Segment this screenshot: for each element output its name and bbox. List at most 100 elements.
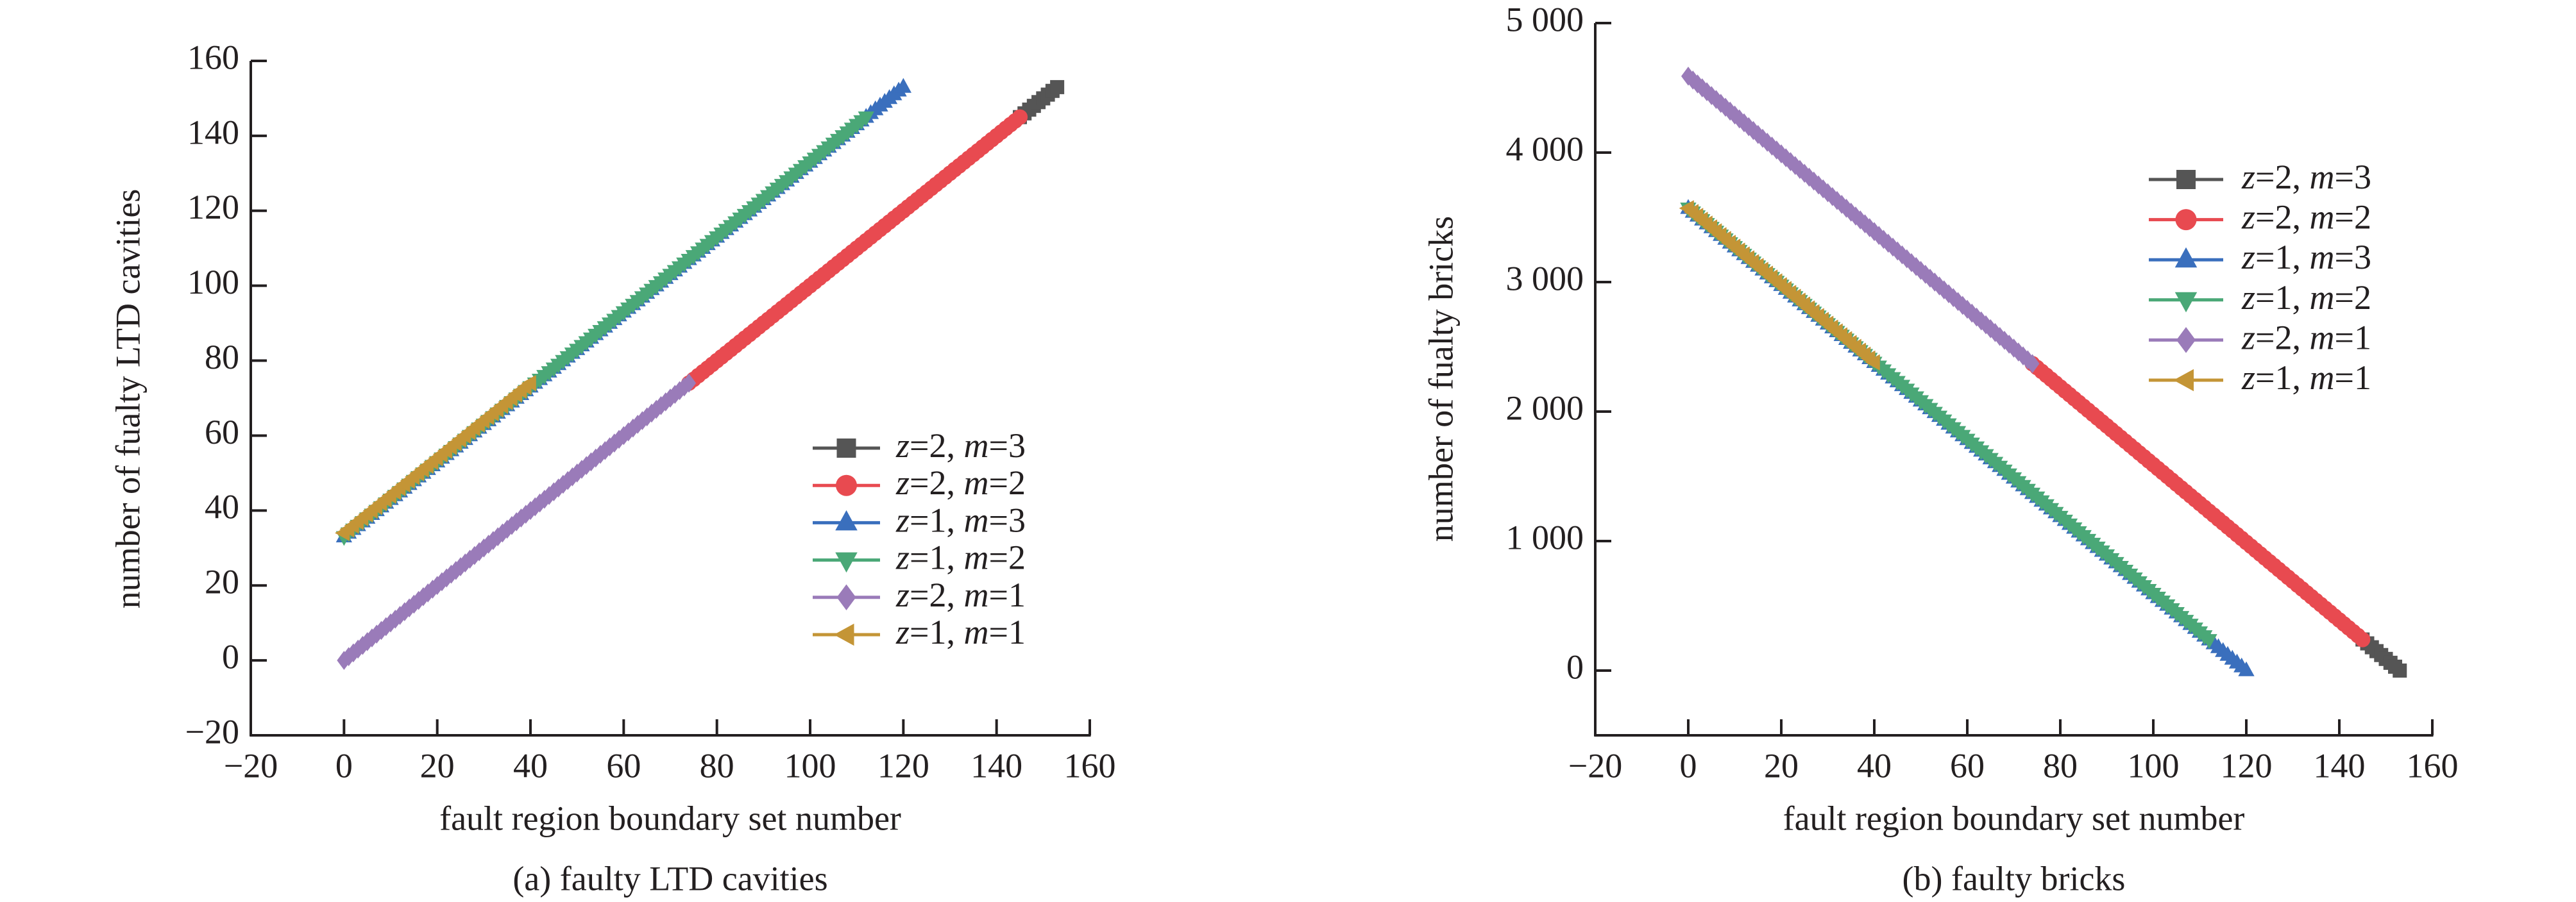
y-tick-label: 100 [187,263,239,301]
data-point [434,572,449,592]
data-point [346,643,360,663]
legend-item: z=1, m=2 [2149,278,2371,317]
data-point [1946,288,1961,308]
data-point [2025,354,2040,374]
legend-marker-triangle-left-icon [834,623,854,646]
legend-label: z=2, m=1 [2241,319,2371,357]
x-tick-label: −20 [1568,746,1622,785]
data-point [360,632,375,651]
x-tick-label: 40 [513,746,548,785]
data-point [1853,210,1868,230]
data-point [444,564,459,584]
data-point [858,111,874,126]
data-point [2393,664,2407,678]
legend-marker-triangle-down-icon [2174,292,2198,313]
data-point [1783,152,1798,171]
x-tick-label: 0 [1680,746,1697,785]
data-point [1865,354,1880,371]
x-tick-label: 140 [2314,746,2366,785]
y-tick-label: −20 [185,712,239,751]
y-tick-label: 120 [187,188,239,226]
legend-item: z=2, m=1 [2149,319,2371,357]
legend-label: z=1, m=3 [895,501,1026,540]
series-group [1679,66,2407,678]
data-point [1979,315,1993,335]
legend-item: z=1, m=1 [813,613,1026,651]
data-point [518,505,533,524]
legend-item: z=2, m=3 [813,426,1026,465]
chart-faulty-bricks: −20 0 20 40 60 80 100 120 140 160 0 1 000 2 000 3 000… [1421,0,2458,898]
x-tick-label: 60 [1950,746,1985,785]
x-tick-label: 80 [2043,746,2078,785]
data-point [1012,109,1028,125]
data-point [495,523,510,543]
legend-marker-triangle-up-icon [2174,247,2198,268]
legend-marker-triangle-down-icon [835,552,858,573]
legend-label: z=2, m=2 [895,464,1026,503]
data-point [607,433,622,453]
data-point [458,553,473,573]
data-point [654,396,668,415]
chart-caption: (b) faulty bricks [1902,859,2126,898]
y-axis-title: number of fualty bricks [1421,216,1460,542]
data-point [616,426,631,446]
x-tick-label: 100 [2128,746,2180,785]
data-point [668,385,682,405]
y-axis-title: number of fualty LTD cavities [108,189,147,609]
x-axis-title: fault region boundary set number [439,799,901,837]
x-tick-label: 160 [1064,746,1116,785]
legend-item: z=1, m=3 [2149,238,2371,277]
x-tick-label: 80 [700,746,734,785]
data-point [1050,79,1065,94]
data-point [1955,296,1970,315]
y-tick-label: 5 000 [1506,0,1584,38]
data-point [1974,311,1988,331]
x-tick-label: 40 [1857,746,1892,785]
legend-label: z=1, m=3 [2241,238,2371,277]
data-point [397,602,412,621]
legend-label: z=2, m=1 [895,576,1026,614]
series-z-1-m-1 [1679,200,1880,371]
x-tick-label: 100 [784,746,836,785]
series-z-2-m-2 [2024,356,2371,647]
legend-item: z=1, m=3 [813,501,1026,540]
data-point [1839,199,1854,218]
legend-label: z=2, m=3 [2241,158,2371,196]
y-tick-label: 60 [205,413,239,451]
series-group [335,78,1065,670]
data-point [1969,307,1984,327]
x-axis-title: fault region boundary set number [1783,799,2245,837]
legend-item: z=2, m=2 [2149,198,2371,237]
data-point [467,546,482,565]
series-z-2-m-1 [337,373,697,670]
data-point [677,377,691,397]
legend-marker-square-icon [2176,170,2196,189]
data-point [2355,631,2371,647]
x-tick-label: 120 [877,746,929,785]
data-point [555,474,570,494]
legend: z=2, m=3z=2, m=2z=1, m=3z=1, m=2z=2, m=1… [813,426,1026,651]
data-point [1895,245,1910,265]
data-point [1983,319,1998,338]
legend-item: z=2, m=2 [813,464,1026,503]
x-tick-label: 160 [2407,746,2459,785]
legend-item: z=2, m=3 [2149,158,2371,196]
data-point [1876,230,1891,249]
data-point [369,624,384,644]
x-tick-label: 140 [970,746,1022,785]
data-point [532,493,547,513]
y-tick-label: 140 [187,113,239,151]
data-point [2238,661,2255,676]
data-point [640,407,654,427]
legend-label: z=1, m=2 [895,539,1026,577]
y-tick-label: 40 [205,488,239,526]
data-point [1862,218,1877,238]
data-point [504,515,519,535]
legend-marker-diamond-icon [836,584,856,611]
series-z-2-m-3 [2355,632,2407,678]
legend-marker-circle-icon [2175,209,2197,231]
data-point [384,613,398,633]
legend-marker-diamond-icon [2176,327,2196,353]
y-tick-label: 3 000 [1506,259,1584,297]
data-point [1830,190,1844,210]
